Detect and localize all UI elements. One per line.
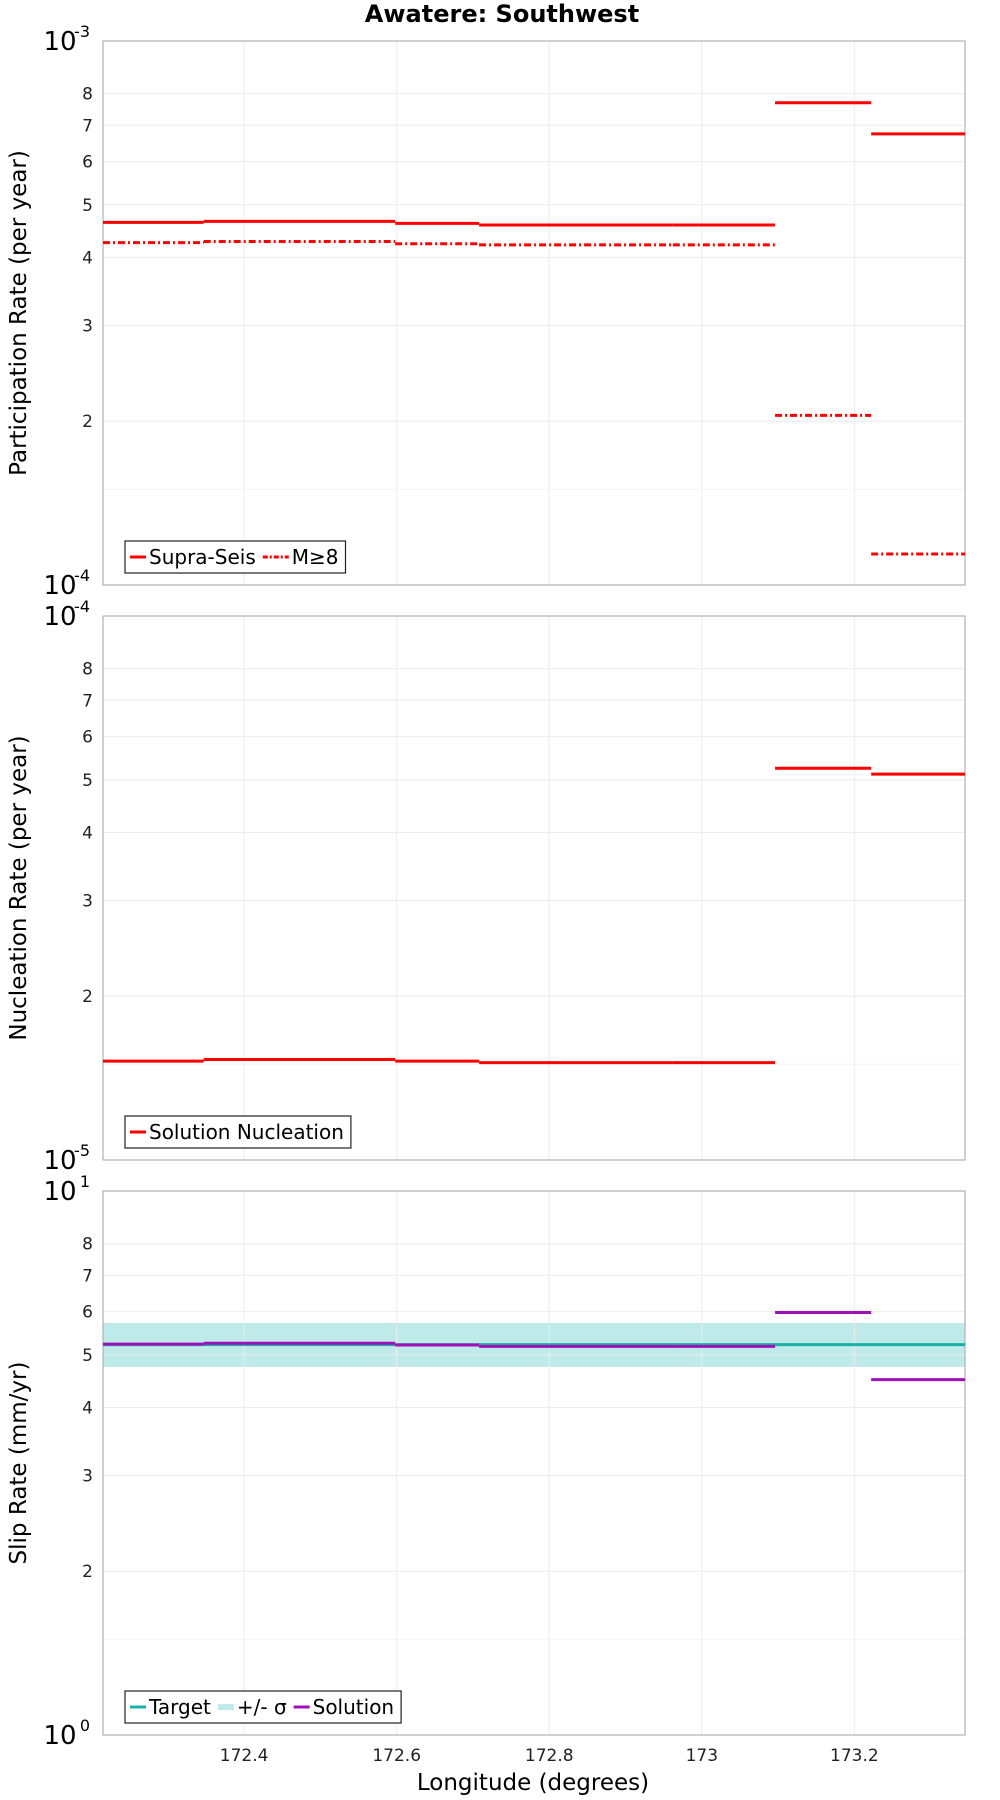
legend-entry: M≥8 — [292, 545, 339, 569]
y-tick-label: 8 — [82, 1235, 93, 1255]
plot-frame — [102, 1190, 966, 1736]
series-supra-seis — [103, 101, 965, 227]
y-tick-label: 8 — [82, 85, 93, 105]
y-tick-label: 3 — [82, 891, 93, 911]
series-solution — [103, 1310, 965, 1382]
x-tick-label: 172.8 — [525, 1746, 574, 1766]
y-decade-label: 10 — [43, 1146, 76, 1176]
legend-entry: +/- σ — [237, 1695, 287, 1719]
y-axis-label: Slip Rate (mm/yr) — [6, 1362, 32, 1565]
decade-base: 10 — [43, 1146, 76, 1176]
legend-entry: Solution Nucleation — [149, 1120, 344, 1144]
legend-box — [124, 1690, 402, 1724]
series-m-8 — [103, 239, 965, 556]
y-decade-label: 10 — [43, 27, 76, 57]
legend-entry: Target — [148, 1695, 211, 1719]
y-axis-label: Participation Rate (per year) — [6, 150, 32, 476]
y-tick-label: 2 — [82, 412, 93, 432]
x-axis-label: Longitude (degrees) — [417, 1770, 649, 1796]
series-solution-nucleation — [103, 766, 965, 1065]
y-decade-label: 10 — [43, 602, 76, 632]
y-decade-exponent: -3 — [74, 22, 90, 41]
y-tick-label: 5 — [82, 1346, 93, 1366]
legend-box — [124, 540, 347, 574]
y-tick-label: 4 — [82, 248, 93, 268]
y-tick-label: 3 — [82, 1466, 93, 1486]
plot-area — [103, 616, 965, 1160]
y-tick-label: 7 — [82, 116, 93, 136]
y-decade-label: 10 — [43, 1721, 76, 1751]
decade-base: 10 — [43, 571, 76, 601]
y-tick-label: 3 — [82, 316, 93, 336]
legend-entry: Solution — [313, 1695, 394, 1719]
y-decade-exponent: -4 — [74, 566, 90, 585]
x-tick-label: 172.6 — [372, 1746, 421, 1766]
chart-title: Awatere: Southwest — [365, 0, 639, 28]
y-tick-label: 6 — [82, 1303, 93, 1323]
x-tick-label: 172.4 — [220, 1746, 269, 1766]
y-decade-label: 10 — [43, 571, 76, 601]
y-decade-exponent: 1 — [80, 1172, 90, 1191]
legend-box — [124, 1115, 352, 1149]
legend: Solution Nucleation — [124, 1115, 352, 1149]
plot-frame — [102, 40, 966, 586]
decade-base: 10 — [43, 1177, 76, 1207]
y-decade-exponent: 0 — [80, 1716, 90, 1735]
y-tick-label: 5 — [82, 196, 93, 216]
plot-area — [103, 41, 965, 585]
y-decade-label: 10 — [43, 1177, 76, 1207]
y-tick-label: 6 — [82, 153, 93, 173]
legend: Supra-Seis M≥8 — [124, 540, 347, 574]
x-tick-label: 173.2 — [830, 1746, 879, 1766]
y-decade-exponent: -5 — [74, 1141, 90, 1160]
decade-base: 10 — [43, 27, 76, 57]
y-tick-label: 6 — [82, 728, 93, 748]
y-tick-label: 5 — [82, 771, 93, 791]
x-tick-label: 173 — [686, 1746, 718, 1766]
legend-entry: Supra-Seis — [149, 545, 256, 569]
y-tick-label: 7 — [82, 691, 93, 711]
decade-base: 10 — [43, 602, 76, 632]
y-tick-label: 2 — [82, 1562, 93, 1582]
y-axis-label: Nucleation Rate (per year) — [6, 735, 32, 1040]
y-tick-label: 8 — [82, 660, 93, 680]
legend: Target +/- σ Solution — [124, 1690, 402, 1724]
y-tick-label: 2 — [82, 987, 93, 1007]
y-tick-label: 7 — [82, 1266, 93, 1286]
y-tick-label: 4 — [82, 823, 93, 843]
plot-frame — [102, 615, 966, 1161]
y-tick-label: 4 — [82, 1398, 93, 1418]
decade-base: 10 — [43, 1721, 76, 1751]
y-decade-exponent: -4 — [74, 597, 90, 616]
plot-area — [103, 1191, 965, 1735]
legend-swatch — [217, 1704, 234, 1710]
